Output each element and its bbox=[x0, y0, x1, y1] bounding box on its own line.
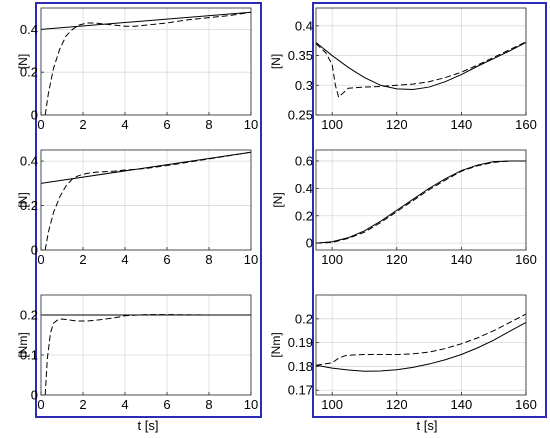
axes-background bbox=[41, 8, 251, 115]
axes-box bbox=[40, 294, 252, 396]
solid-series-line bbox=[316, 42, 526, 90]
y-tick-label: 0.2 bbox=[20, 65, 38, 80]
x-tick-label: 8 bbox=[205, 397, 212, 412]
dashed-series-line bbox=[44, 11, 251, 115]
chart-panel-left-2: 0 2 4 6 8 10 0 0.2 0.4 [N] bbox=[16, 149, 258, 267]
y-tick-label: 0.2 bbox=[20, 308, 38, 323]
dashed-series-line bbox=[44, 151, 251, 250]
axes-background bbox=[316, 8, 526, 115]
y-tick-label: 0.17 bbox=[288, 383, 313, 398]
y-tick-label: 0 bbox=[31, 108, 38, 123]
chart-panel-left-1: 0 2 4 6 8 10 0 0.2 0.4 [N] bbox=[16, 7, 258, 132]
x-tick-label: 100 bbox=[321, 117, 343, 132]
chart-panel-right-1: 100 120 140 160 0.25 0.3 0.35 0.4 [N] bbox=[269, 7, 537, 132]
axes-box bbox=[315, 149, 527, 251]
x-tick-label: 140 bbox=[451, 252, 473, 267]
y-tick-label: 0.4 bbox=[295, 181, 313, 196]
x-tick-label: 120 bbox=[386, 397, 408, 412]
axes-background bbox=[316, 295, 526, 395]
x-tick-label: 4 bbox=[121, 117, 128, 132]
x-tick-label: 160 bbox=[515, 397, 537, 412]
x-tick-label: 6 bbox=[163, 117, 170, 132]
x-tick-label: 4 bbox=[121, 397, 128, 412]
left-x-axis-label: t [s] bbox=[138, 418, 159, 433]
axes-box bbox=[40, 7, 252, 116]
y-tick-label: 0.2 bbox=[20, 198, 38, 213]
y-axis-label: [N] bbox=[16, 192, 30, 207]
axes-background bbox=[316, 150, 526, 250]
y-tick-label: 0 bbox=[31, 243, 38, 258]
x-tick-label: 0 bbox=[37, 117, 44, 132]
left-group-frame bbox=[35, 2, 262, 418]
y-tick-label: 0.18 bbox=[288, 359, 313, 374]
x-tick-label: 160 bbox=[515, 117, 537, 132]
y-axis-label: [N] bbox=[269, 54, 283, 69]
y-tick-label: 0.25 bbox=[288, 108, 313, 123]
y-axis-label: [N] bbox=[271, 192, 285, 207]
y-tick-label: 0.1 bbox=[20, 348, 38, 363]
chart-panel-right-2: 100 120 140 160 0 0.2 0.4 0.6 [N] bbox=[271, 149, 537, 267]
y-tick-label: 0.3 bbox=[295, 78, 313, 93]
dashed-series-line bbox=[316, 160, 526, 244]
y-tick-label: 0.4 bbox=[20, 154, 38, 169]
y-tick-label: 0 bbox=[31, 388, 38, 403]
axes-box bbox=[315, 7, 527, 116]
y-tick-label: 0.35 bbox=[288, 48, 313, 63]
x-tick-label: 10 bbox=[244, 397, 258, 412]
chart-panel-right-3: 100 120 140 160 0.17 0.18 0.19 0.2 [Nm] bbox=[269, 294, 537, 412]
dashed-series-line bbox=[316, 313, 526, 366]
dashed-series-line bbox=[44, 314, 251, 395]
dashed-series-line bbox=[316, 41, 526, 99]
x-tick-label: 0 bbox=[37, 397, 44, 412]
y-tick-label: 0.2 bbox=[295, 311, 313, 326]
x-tick-label: 120 bbox=[386, 117, 408, 132]
x-tick-label: 160 bbox=[515, 252, 537, 267]
x-tick-label: 120 bbox=[386, 252, 408, 267]
axes-box bbox=[40, 149, 252, 251]
axes-background bbox=[41, 295, 251, 395]
x-tick-label: 6 bbox=[163, 252, 170, 267]
solid-series-line bbox=[41, 151, 251, 184]
y-tick-label: 0.19 bbox=[288, 335, 313, 350]
x-tick-label: 100 bbox=[321, 397, 343, 412]
y-axis-label: [N] bbox=[16, 54, 30, 69]
chart-panel-left-3: 0 2 4 6 8 10 0 0.1 0.2 [Nm] bbox=[16, 294, 258, 412]
solid-series-line bbox=[316, 321, 526, 372]
y-axis-label: [Nm] bbox=[269, 332, 283, 357]
x-tick-label: 2 bbox=[79, 252, 86, 267]
x-tick-label: 100 bbox=[321, 252, 343, 267]
x-tick-label: 2 bbox=[79, 117, 86, 132]
axes-box bbox=[315, 294, 527, 396]
x-tick-label: 140 bbox=[451, 397, 473, 412]
right-group-frame bbox=[312, 2, 547, 418]
x-tick-label: 140 bbox=[451, 117, 473, 132]
y-tick-label: 0.4 bbox=[295, 18, 313, 33]
x-tick-label: 0 bbox=[37, 252, 44, 267]
x-tick-label: 8 bbox=[205, 117, 212, 132]
x-tick-label: 10 bbox=[244, 117, 258, 132]
y-tick-label: 0.6 bbox=[295, 153, 313, 168]
x-tick-label: 4 bbox=[121, 252, 128, 267]
y-tick-label: 0.2 bbox=[295, 208, 313, 223]
y-tick-label: 0 bbox=[306, 236, 313, 251]
x-tick-label: 8 bbox=[205, 252, 212, 267]
right-x-axis-label: t [s] bbox=[417, 418, 438, 433]
y-axis-label: [Nm] bbox=[16, 332, 30, 357]
y-tick-label: 0.4 bbox=[20, 22, 38, 37]
axes-background bbox=[41, 150, 251, 250]
solid-series-line bbox=[316, 160, 526, 244]
x-tick-label: 10 bbox=[244, 252, 258, 267]
x-tick-label: 6 bbox=[163, 397, 170, 412]
x-tick-label: 2 bbox=[79, 397, 86, 412]
